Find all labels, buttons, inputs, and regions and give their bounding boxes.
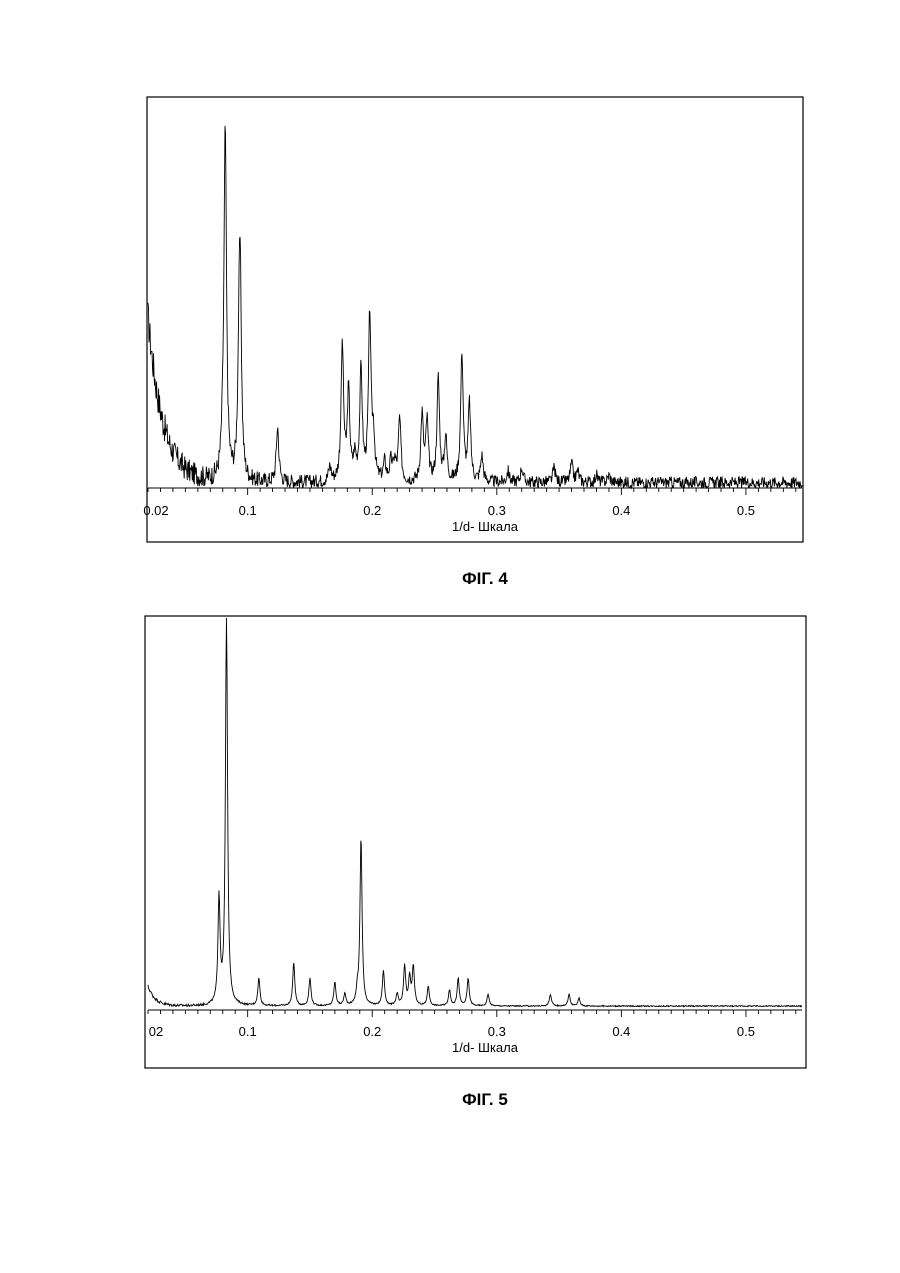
x-tick-label: 02 [149,1024,163,1039]
diffraction-series-line [148,618,802,1007]
x-tick-label: 0.2 [363,503,381,518]
peak-point [225,613,228,616]
x-axis-ticks [148,488,796,495]
figure-caption: ФІГ. 4 [0,569,900,589]
x-tick-label: 0.5 [737,503,755,518]
peak-point [360,836,363,839]
peak-point [353,459,356,462]
diffraction-series-line [148,126,802,488]
peak-markers [218,613,581,1000]
x-tick-label: 0.02 [143,503,168,518]
x-axis-label: 1/d- Шкала [452,519,519,534]
x-tick-label: 0.1 [239,1024,257,1039]
x-axis-label: 1/d- Шкала [452,1040,519,1055]
peak-point [221,459,224,462]
peak-point [356,993,359,996]
x-tick-label: 0.4 [612,1024,630,1039]
figure-caption: ФІГ. 5 [0,1090,900,1110]
x-tick-label: 0.3 [488,503,506,518]
figure-5: 02 0.1 0.2 0.3 0.4 0.5 1/d- Шкала [145,613,806,1068]
x-axis-ticks [148,1010,796,1017]
plot-frame [145,616,806,1068]
peak-point [393,463,396,466]
peak-markers [221,131,610,476]
x-tick-label: 0.5 [737,1024,755,1039]
plot-frame [147,97,803,542]
x-tick-labels: 0.02 0.1 0.2 0.3 0.4 0.5 [143,503,755,518]
x-tick-label: 0.3 [488,1024,506,1039]
x-tick-label: 0.1 [239,503,257,518]
x-tick-label: 0.4 [612,503,630,518]
figure-4: 0.02 0.1 0.2 0.3 0.4 0.5 1/d- Шкала [143,97,803,542]
x-tick-labels: 02 0.1 0.2 0.3 0.4 0.5 [149,1024,755,1039]
x-tick-label: 0.2 [363,1024,381,1039]
peak-point [237,400,240,403]
